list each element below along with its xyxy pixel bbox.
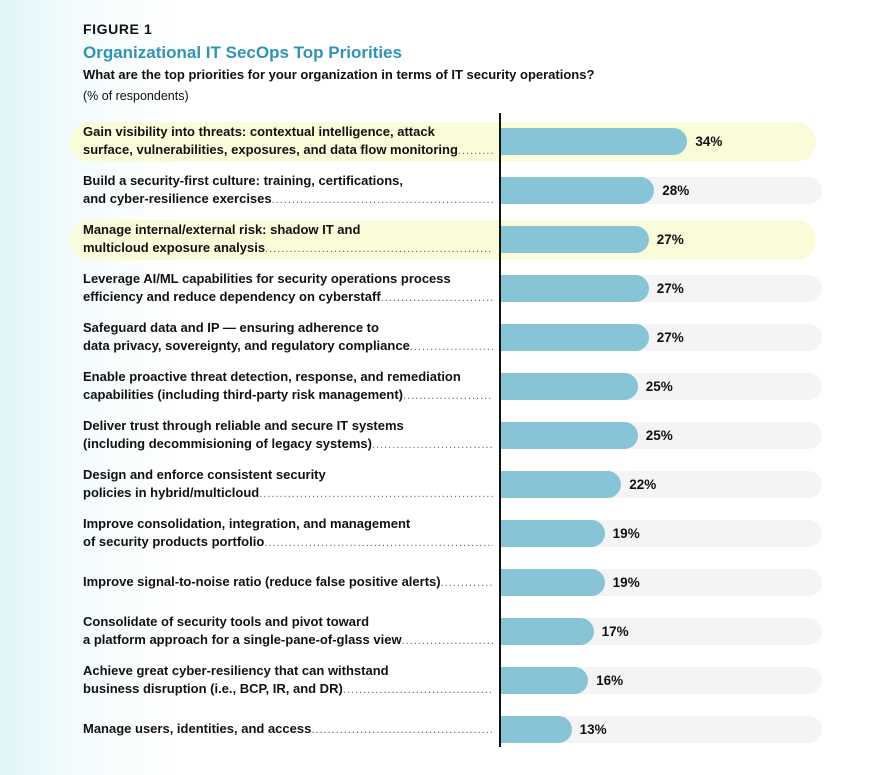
leader-dots: ........................................…	[403, 390, 493, 402]
chart-title: Organizational IT SecOps Top Priorities	[83, 43, 402, 62]
category-label-line: business disruption (i.e., BCP, IR, and …	[83, 680, 493, 699]
bar	[500, 275, 649, 302]
leader-dots: ........................................…	[271, 194, 493, 206]
value-label: 19%	[612, 526, 640, 541]
category-label: Manage internal/external risk: shadow IT…	[83, 221, 493, 258]
chart-row: Safeguard data and IP — ensuring adheren…	[0, 316, 891, 360]
bar	[500, 324, 649, 351]
value-label: 27%	[656, 281, 684, 296]
category-label-line: (including decommisioning of legacy syst…	[83, 435, 493, 454]
category-label-line: Deliver trust through reliable and secur…	[83, 418, 404, 433]
figure-label: FIGURE 1	[83, 21, 153, 37]
leader-dots: ........................................…	[342, 684, 493, 696]
category-label-line: Improve signal-to-noise ratio (reduce fa…	[83, 573, 493, 592]
category-label-line: multicloud exposure analysis............…	[83, 239, 493, 258]
category-label-line: data privacy, sovereignty, and regulator…	[83, 337, 493, 356]
bar	[500, 422, 638, 449]
leader-dots: ........................................…	[401, 635, 493, 647]
leader-dots: ........................................…	[457, 145, 493, 157]
category-label-line: Manage internal/external risk: shadow IT…	[83, 222, 361, 237]
bar	[500, 128, 688, 155]
chart-row: Design and enforce consistent security po…	[0, 463, 891, 507]
category-label: Improve consolidation, integration, and …	[83, 515, 493, 552]
category-label-line: Design and enforce consistent security	[83, 467, 326, 482]
leader-dots: ........................................…	[311, 724, 493, 736]
category-label: Safeguard data and IP — ensuring adheren…	[83, 319, 493, 356]
chart-row: Enable proactive threat detection, respo…	[0, 365, 891, 409]
category-label-line: Manage users, identities, and access....…	[83, 720, 493, 739]
category-label-line: policies in hybrid/multicloud...........…	[83, 484, 493, 503]
leader-dots: ........................................…	[440, 577, 493, 589]
value-label: 13%	[579, 722, 607, 737]
bar	[500, 716, 572, 743]
unit-note: (% of respondents)	[83, 89, 189, 103]
chart-row: Deliver trust through reliable and secur…	[0, 414, 891, 458]
bar	[500, 667, 589, 694]
category-label: Leverage AI/ML capabilities for security…	[83, 270, 493, 307]
category-label-line: Achieve great cyber-resiliency that can …	[83, 663, 389, 678]
chart-subtitle: What are the top priorities for your org…	[83, 67, 595, 82]
value-label: 19%	[612, 575, 640, 590]
y-axis-line	[499, 113, 501, 747]
category-label-line: capabilities (including third-party risk…	[83, 386, 493, 405]
value-label: 22%	[629, 477, 657, 492]
bar	[500, 471, 622, 498]
bar	[500, 618, 594, 645]
value-label: 28%	[662, 183, 690, 198]
leader-dots: ........................................…	[380, 292, 493, 304]
bar	[500, 373, 638, 400]
value-label: 16%	[596, 673, 624, 688]
bar	[500, 177, 655, 204]
category-label-line: Leverage AI/ML capabilities for security…	[83, 271, 451, 286]
category-label: Design and enforce consistent security po…	[83, 466, 493, 503]
chart-row: Manage users, identities, and access....…	[0, 708, 891, 752]
value-label: 25%	[645, 428, 673, 443]
value-label: 25%	[645, 379, 673, 394]
chart-row: Achieve great cyber-resiliency that can …	[0, 659, 891, 703]
category-label-line: efficiency and reduce dependency on cybe…	[83, 288, 493, 307]
category-label: Improve signal-to-noise ratio (reduce fa…	[83, 573, 493, 592]
category-label: Enable proactive threat detection, respo…	[83, 368, 493, 405]
leader-dots: ........................................…	[371, 439, 493, 451]
chart-row: Improve signal-to-noise ratio (reduce fa…	[0, 561, 891, 605]
chart-row: Build a security-first culture: training…	[0, 169, 891, 213]
category-label: Manage users, identities, and access....…	[83, 720, 493, 739]
chart-row: Leverage AI/ML capabilities for security…	[0, 267, 891, 311]
value-label: 27%	[656, 330, 684, 345]
category-label-line: surface, vulnerabilities, exposures, and…	[83, 141, 493, 160]
category-label-line: Consolidate of security tools and pivot …	[83, 614, 370, 629]
leader-dots: ........................................…	[264, 537, 493, 549]
category-label: Achieve great cyber-resiliency that can …	[83, 662, 493, 699]
row-highlight	[70, 122, 816, 162]
category-label-line: and cyber-resilience exercises..........…	[83, 190, 493, 209]
category-label-line: a platform approach for a single-pane-of…	[83, 631, 493, 650]
category-label: Build a security-first culture: training…	[83, 172, 493, 209]
value-label: 34%	[695, 134, 723, 149]
value-label: 27%	[656, 232, 684, 247]
chart-row: Gain visibility into threats: contextual…	[0, 120, 891, 164]
category-label: Gain visibility into threats: contextual…	[83, 123, 493, 160]
bar	[500, 226, 649, 253]
value-label: 17%	[601, 624, 629, 639]
category-label-line: of security products portfolio..........…	[83, 533, 493, 552]
category-label: Consolidate of security tools and pivot …	[83, 613, 493, 650]
category-label-line: Enable proactive threat detection, respo…	[83, 369, 461, 384]
leader-dots: ........................................…	[265, 243, 493, 255]
chart-row: Consolidate of security tools and pivot …	[0, 610, 891, 654]
chart-row: Improve consolidation, integration, and …	[0, 512, 891, 556]
bar	[500, 520, 605, 547]
leader-dots: ........................................…	[259, 488, 493, 500]
category-label: Deliver trust through reliable and secur…	[83, 417, 493, 454]
category-label-line: Safeguard data and IP — ensuring adheren…	[83, 320, 379, 335]
category-label-line: Improve consolidation, integration, and …	[83, 516, 411, 531]
bar	[500, 569, 605, 596]
chart-row: Manage internal/external risk: shadow IT…	[0, 218, 891, 262]
leader-dots: ........................................…	[409, 341, 493, 353]
category-label-line: Build a security-first culture: training…	[83, 173, 404, 188]
category-label-line: Gain visibility into threats: contextual…	[83, 124, 435, 139]
row-highlight	[70, 220, 816, 260]
